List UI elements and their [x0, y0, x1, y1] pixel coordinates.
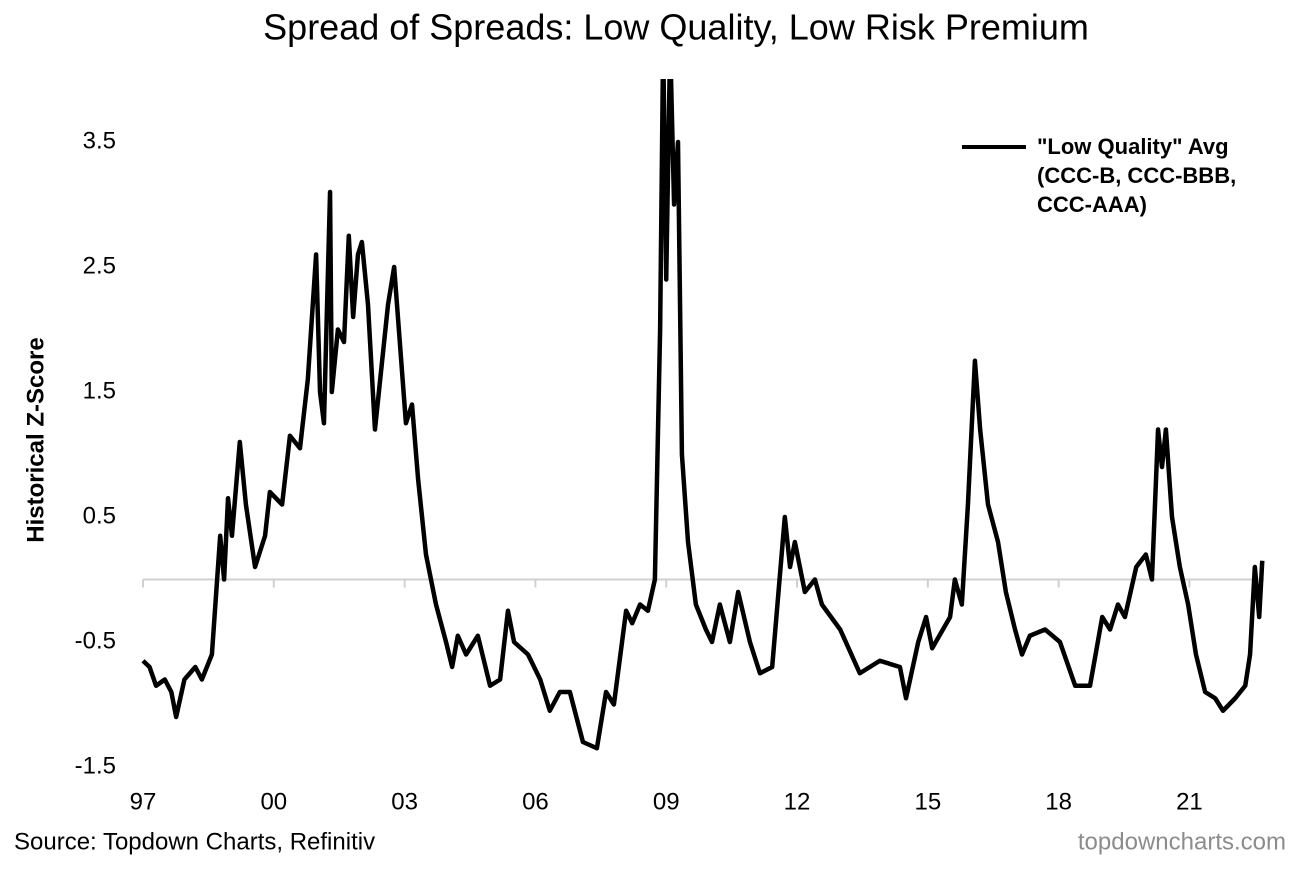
x-tick-label: 09	[653, 788, 680, 815]
y-tick-label: 3.5	[83, 127, 116, 154]
x-tick-label: 15	[914, 788, 941, 815]
x-tick-label: 00	[260, 788, 287, 815]
chart-title: Spread of Spreads: Low Quality, Low Risk…	[263, 7, 1089, 48]
y-axis-label: Historical Z-Score	[22, 337, 49, 542]
source: Source: Topdown Charts, Refinitiv	[14, 828, 375, 855]
x-tick-label: 06	[522, 788, 549, 815]
x-tick-label: 21	[1176, 788, 1203, 815]
y-tick-label: 2.5	[83, 252, 116, 279]
y-tick-label: -1.5	[75, 752, 116, 779]
x-tick-label: 97	[130, 788, 157, 815]
x-tick-label: 18	[1045, 788, 1072, 815]
y-tick-label: -0.5	[75, 627, 116, 654]
x-tick-label: 03	[391, 788, 418, 815]
legend-key	[962, 145, 1026, 149]
watermark: topdowncharts.com	[1078, 828, 1286, 855]
legend-label: "Low Quality" Avg (CCC-B, CCC-BBB, CCC-A…	[1037, 134, 1237, 217]
y-tick-label: 1.5	[83, 377, 116, 404]
data-line	[141, 79, 1265, 751]
y-tick-label: 0.5	[83, 502, 116, 529]
x-tick-label: 12	[784, 788, 811, 815]
